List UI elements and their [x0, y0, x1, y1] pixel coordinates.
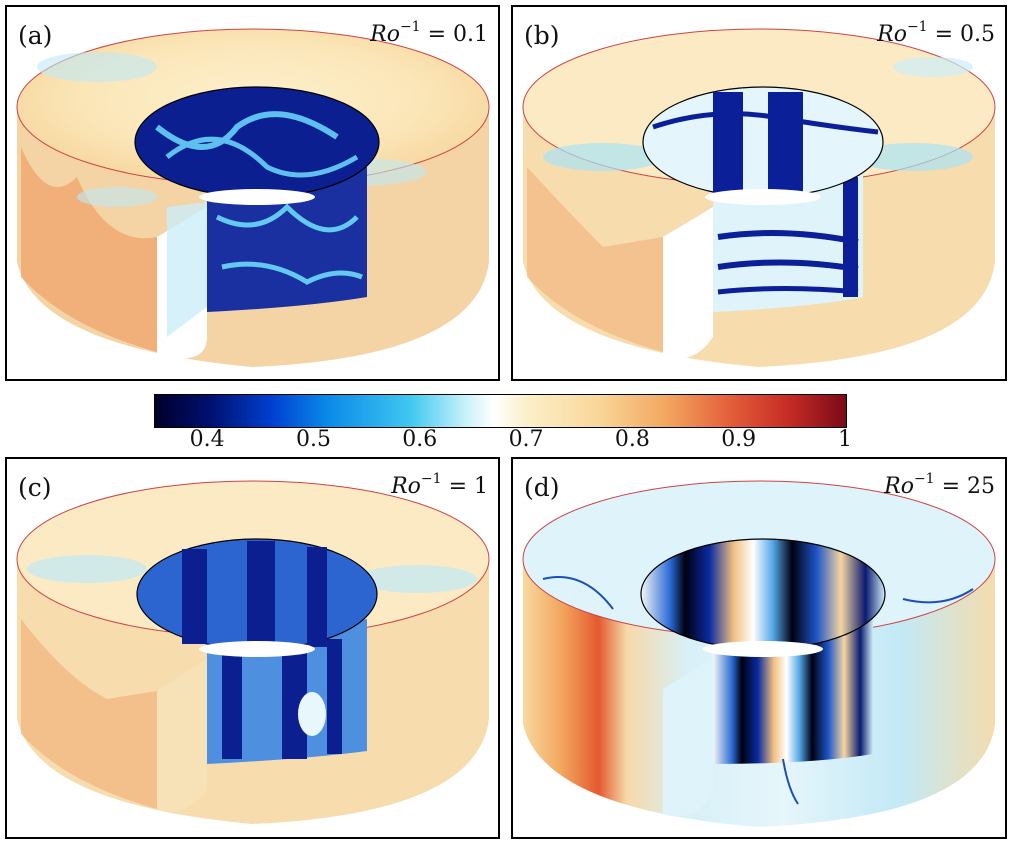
panel-label: (a): [18, 21, 53, 50]
annulus-render-a: [16, 28, 490, 367]
rossby-value: = 25: [941, 474, 995, 499]
rossby-label: Ro−1 = 25: [884, 471, 995, 499]
rossby-symbol: Ro: [877, 22, 907, 47]
rossby-exponent: −1: [420, 471, 442, 487]
rossby-exponent: −1: [906, 19, 928, 35]
annulus-render-d: [522, 480, 996, 827]
colorbar-tick-label: 0.8: [614, 427, 650, 452]
panel-b: (b) Ro−1 = 0.5: [511, 5, 1007, 381]
panel-d: (d) Ro−1 = 25: [511, 457, 1007, 839]
rossby-label: Ro−1 = 0.1: [370, 19, 488, 47]
colorbar-tick-label: 0.4: [189, 427, 225, 452]
rossby-symbol: Ro: [391, 474, 421, 499]
panel-c: (c) Ro−1 = 1: [5, 457, 500, 839]
rossby-exponent: −1: [913, 471, 935, 487]
colorbar-tick-label: 0.7: [508, 427, 544, 452]
rossby-value: = 0.5: [934, 22, 995, 47]
colorbar-tick-label: 0.9: [721, 427, 757, 452]
panel-label: (b): [524, 21, 560, 50]
rossby-symbol: Ro: [884, 474, 914, 499]
rossby-symbol: Ro: [370, 22, 400, 47]
rossby-value: = 1: [448, 474, 488, 499]
rossby-label: Ro−1 = 0.5: [877, 19, 995, 47]
colorbar-tick-label: 1: [838, 427, 852, 452]
colorbar-tick-label: 0.6: [402, 427, 438, 452]
annulus-render-c: [16, 480, 490, 824]
panel-label: (c): [18, 473, 52, 502]
colorbar-tick-label: 0.5: [295, 427, 331, 452]
colorbar-gradient: [154, 394, 847, 428]
rossby-label: Ro−1 = 1: [391, 471, 488, 499]
rossby-value: = 0.1: [427, 22, 488, 47]
panel-a: (a) Ro−1 = 0.1: [5, 5, 500, 381]
annulus-render-b: [522, 28, 996, 367]
colorbar: 0.4 0.5 0.6 0.7 0.8 0.9 1: [152, 393, 852, 455]
panel-label: (d): [524, 473, 560, 502]
rossby-exponent: −1: [399, 19, 421, 35]
